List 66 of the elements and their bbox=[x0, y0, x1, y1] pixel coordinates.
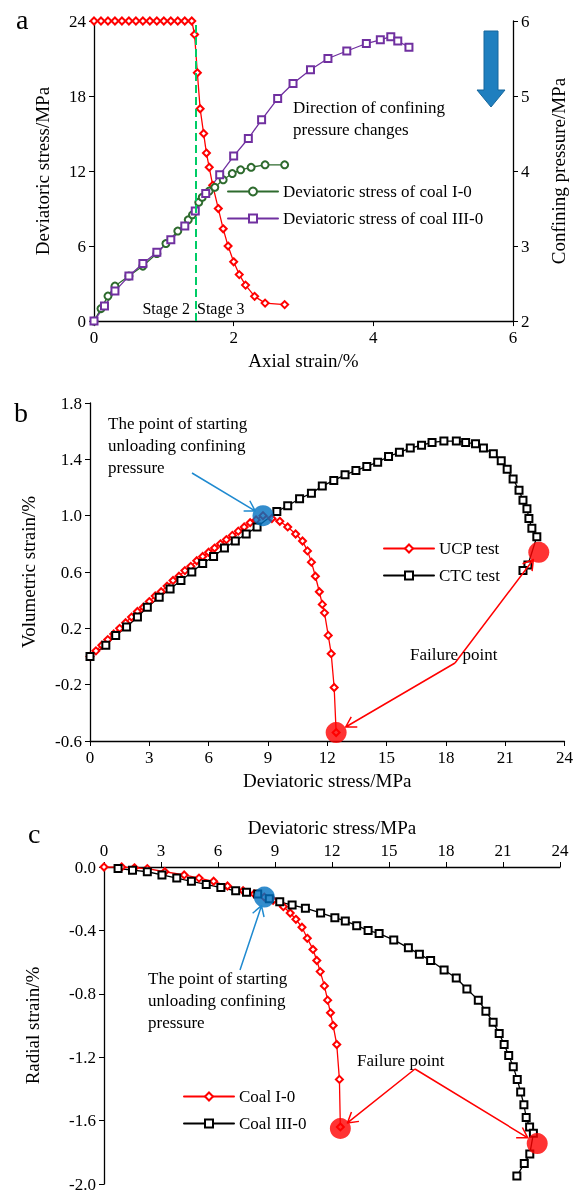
y2-tick-label: 2 bbox=[521, 311, 530, 331]
chart-title: c bbox=[28, 818, 41, 850]
legend-label: Deviatoric stress of coal I-0 bbox=[283, 182, 472, 201]
annotation: Failure point bbox=[357, 1050, 445, 1072]
y-tick-label: -1.2 bbox=[69, 1047, 96, 1067]
x-tick-label: 2 bbox=[229, 328, 238, 348]
y-tick-label: -0.8 bbox=[69, 984, 96, 1004]
y2-tick-label: 3 bbox=[521, 236, 530, 256]
annotation: Direction of confining pressure changes bbox=[293, 97, 446, 141]
y-tick-label: -2.0 bbox=[69, 1174, 96, 1194]
x-tick-label: 24 bbox=[556, 748, 574, 767]
y-tick-label: 1.0 bbox=[60, 506, 82, 526]
x-tick-label: 12 bbox=[323, 841, 341, 860]
legend-label: Coal I-0 bbox=[239, 1087, 296, 1106]
x-tick-label: 6 bbox=[204, 748, 213, 767]
annotation: Stage 3 bbox=[197, 299, 245, 320]
legend-label: Deviatoric stress of coal III-0 bbox=[283, 209, 484, 228]
y2-axis-title: Confining pressure/MPa bbox=[548, 77, 569, 265]
y-tick-label: 0.2 bbox=[60, 618, 82, 638]
x-tick-label: 9 bbox=[263, 748, 273, 767]
x-tick-label: 3 bbox=[156, 841, 166, 860]
x-tick-label: 15 bbox=[380, 841, 398, 860]
y-tick-label: 6 bbox=[77, 236, 86, 256]
y-tick-label: -0.6 bbox=[55, 731, 82, 751]
chart-title: b bbox=[14, 397, 28, 429]
x-axis-title: Axial strain/% bbox=[248, 350, 359, 371]
x-tick-label: 12 bbox=[318, 748, 336, 767]
y-tick-label: 1.8 bbox=[60, 393, 82, 413]
y-tick-label: 0.0 bbox=[74, 857, 96, 877]
x-tick-label: 21 bbox=[494, 841, 512, 860]
legend-label: CTC test bbox=[439, 566, 501, 585]
x-axis-title: Deviatoric stress/MPa bbox=[243, 769, 412, 791]
x-tick-label: 6 bbox=[508, 328, 518, 348]
y-tick-label: 0 bbox=[77, 311, 86, 331]
x-tick-label: 24 bbox=[551, 841, 569, 860]
annotation: The point of starting unloading confining pressure bbox=[148, 968, 289, 1034]
annotation: Stage 2 bbox=[141, 299, 190, 320]
y-tick-label: 24 bbox=[69, 11, 87, 31]
y-axis-title: Deviatoric stress/MPa bbox=[32, 86, 53, 256]
y-tick-label: 0.6 bbox=[60, 562, 82, 582]
chart-title: a bbox=[16, 4, 29, 36]
annotation: Failure point bbox=[410, 644, 498, 666]
x-tick-label: 3 bbox=[145, 748, 154, 767]
x-tick-label: 18 bbox=[437, 748, 455, 767]
legend-label: UCP test bbox=[439, 539, 500, 558]
y-tick-label: -0.4 bbox=[69, 920, 97, 940]
annotation: The point of starting unloading confining pressure bbox=[108, 413, 249, 479]
x-tick-label: 4 bbox=[369, 328, 379, 348]
x-axis-title: Deviatoric stress/MPa bbox=[247, 817, 417, 839]
x-tick-label: 21 bbox=[496, 748, 514, 767]
y2-tick-label: 4 bbox=[521, 161, 530, 181]
y-tick-label: -0.2 bbox=[55, 675, 82, 695]
y-tick-label: 18 bbox=[69, 86, 86, 106]
y-axis-title: Radial strain/% bbox=[22, 966, 43, 1085]
x-tick-label: 18 bbox=[437, 841, 455, 860]
y2-tick-label: 6 bbox=[521, 11, 530, 31]
y-tick-label: 1.4 bbox=[60, 449, 83, 469]
x-tick-label: 9 bbox=[270, 841, 280, 860]
x-tick-label: 15 bbox=[378, 748, 396, 767]
legend-label: Coal III-0 bbox=[239, 1114, 307, 1133]
y-axis-title: Volumetric strain/% bbox=[18, 495, 39, 649]
x-tick-label: 0 bbox=[99, 841, 109, 860]
y-tick-label: 12 bbox=[69, 161, 86, 181]
y2-tick-label: 5 bbox=[521, 86, 530, 106]
x-tick-label: 6 bbox=[213, 841, 223, 860]
y-tick-label: -1.6 bbox=[69, 1111, 96, 1131]
